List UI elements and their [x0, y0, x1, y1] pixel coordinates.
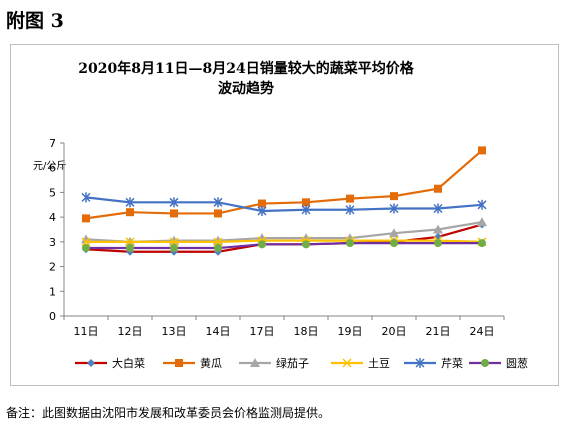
series-line-2	[85, 149, 483, 220]
data-point-s4	[125, 237, 135, 247]
y-axis-unit-label: 元/公斤	[33, 161, 67, 172]
data-point-s6	[82, 244, 90, 253]
chart-container: 2020年8月11日—8月24日销量较大的蔬菜平均价格 波动趋势 元/公斤 0 1…	[10, 44, 559, 386]
legend-label-3: 绿茄子	[276, 356, 309, 370]
legend-marker-2	[175, 359, 183, 367]
y-tick-label: 6	[49, 162, 56, 175]
data-point-s6	[346, 239, 354, 248]
data-point-s2	[214, 209, 222, 218]
data-point-s5	[169, 197, 179, 208]
legend-label-6: 圆葱	[506, 357, 528, 370]
chart-title-line1: 2020年8月11日—8月24日销量较大的蔬菜平均价格	[78, 61, 414, 77]
y-tick-label: 3	[49, 236, 56, 249]
data-point-s5	[257, 205, 267, 216]
y-tick-label: 2	[49, 261, 56, 274]
data-point-s6	[302, 240, 310, 249]
data-point-s2	[258, 199, 266, 208]
data-point-s6	[170, 244, 178, 253]
series-line-5	[85, 196, 483, 213]
y-tick-label: 7	[49, 137, 56, 150]
data-point-s6	[214, 244, 222, 253]
data-point-s3	[433, 224, 443, 234]
data-point-s2	[82, 214, 90, 223]
x-tick-label: 11日	[74, 325, 99, 338]
data-point-s5	[433, 203, 443, 214]
x-tick-label: 20日	[382, 325, 407, 338]
data-point-s5	[81, 192, 91, 203]
data-point-s4	[213, 237, 223, 247]
data-point-s6	[390, 239, 398, 248]
x-tick-label: 13日	[162, 325, 187, 338]
data-point-s6	[478, 239, 486, 248]
data-point-s5	[477, 199, 487, 210]
data-point-s6	[434, 239, 442, 248]
data-point-s2	[346, 194, 354, 203]
y-tick-label: 1	[49, 285, 56, 298]
y-tick-label: 0	[49, 310, 56, 323]
x-tick-label: 24日	[470, 325, 495, 338]
data-point-s5	[389, 203, 399, 214]
y-tick-label: 5	[49, 186, 56, 199]
legend-marker-5	[415, 358, 425, 368]
data-point-s6	[258, 240, 266, 249]
x-tick-label: 21日	[426, 325, 451, 338]
legend-label-1: 大白菜	[112, 356, 145, 370]
data-point-s2	[390, 192, 398, 201]
page-heading: 附图 3	[6, 10, 64, 32]
x-tick-label: 19日	[338, 325, 363, 338]
data-point-s6	[126, 244, 134, 253]
legend-label-5: 芹菜	[441, 357, 463, 370]
data-point-s4	[81, 237, 91, 247]
x-tick-label: 14日	[206, 325, 231, 338]
data-point-s5	[301, 204, 311, 215]
legend-marker-1	[87, 359, 95, 367]
series-line-4	[86, 239, 483, 243]
data-point-s2	[170, 209, 178, 218]
legend-marker-3	[250, 358, 260, 367]
data-point-s2	[478, 146, 486, 155]
data-point-s5	[213, 197, 223, 208]
data-point-s5	[345, 204, 355, 215]
legend-label-4: 土豆	[368, 357, 390, 370]
chart-title-line2: 波动趋势	[218, 81, 274, 97]
legend-marker-4	[342, 358, 352, 368]
line-chart: 0 1 2 3 4 5 6 7 11日 12日 13日 14日 17日 18日 19日 20日 21日 24日大白…	[49, 137, 528, 370]
data-point-s5	[125, 197, 135, 208]
legend-marker-6	[481, 359, 489, 367]
x-tick-label: 12日	[118, 325, 143, 338]
y-tick-label: 4	[49, 211, 56, 224]
data-point-s3	[389, 228, 399, 238]
data-point-s2	[126, 208, 134, 217]
x-tick-label: 18日	[294, 325, 319, 338]
footnote: 备注：此图数据由沈阳市发展和改革委员会价格监测局提供。	[6, 406, 331, 420]
data-point-s4	[169, 237, 179, 247]
x-tick-label: 17日	[250, 325, 275, 338]
data-point-s2	[434, 184, 442, 193]
data-point-s3	[477, 217, 487, 227]
legend-label-2: 黄瓜	[200, 356, 222, 370]
series-line-6	[86, 241, 482, 250]
chart-title: 2020年8月11日—8月24日销量较大的蔬菜平均价格 波动趋势	[11, 59, 481, 99]
data-point-s2	[302, 198, 310, 207]
